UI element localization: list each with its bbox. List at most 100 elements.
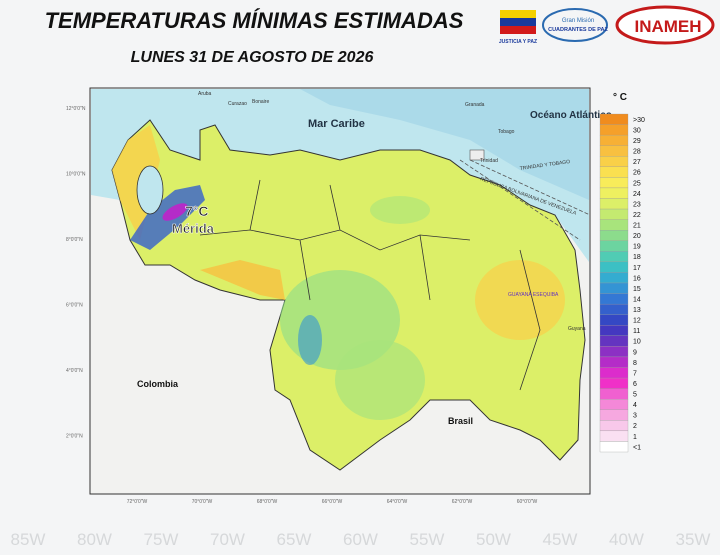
- legend-swatch: [599, 303, 629, 315]
- legend-label: 14: [633, 296, 641, 303]
- legend-swatch: [599, 356, 629, 368]
- legend-swatch: [599, 208, 629, 220]
- legend-swatch: [599, 219, 629, 231]
- lat-label: 8°0'0"N: [66, 237, 83, 243]
- legend-label: 29: [633, 138, 641, 145]
- background-lon-label: 45W: [543, 530, 578, 549]
- legend-label: <1: [633, 444, 641, 451]
- legend-label: 2: [633, 423, 637, 430]
- legend-swatch: [599, 145, 629, 157]
- ocean-label: Océano Atlántico: [530, 110, 612, 121]
- legend-swatch: [599, 198, 629, 210]
- legend-swatch: [599, 230, 629, 241]
- legend-swatch: [599, 124, 629, 136]
- legend-label: 12: [633, 318, 641, 325]
- lon-label: 62°0'0"W: [452, 499, 473, 505]
- deep-sea: [300, 89, 589, 200]
- legend-swatch: [599, 251, 629, 263]
- background-lon-label: 65W: [277, 530, 312, 549]
- legend-label: 10: [633, 339, 641, 346]
- legend-label: 27: [633, 159, 641, 166]
- legend-label: 24: [633, 191, 641, 198]
- legend-swatch: [599, 388, 629, 400]
- legend-swatch: [599, 367, 629, 379]
- background-lon-label: 35W: [676, 530, 711, 549]
- legend-label: 15: [633, 286, 641, 293]
- background-lon-label: 40W: [609, 530, 644, 549]
- legend-label: 17: [633, 265, 641, 272]
- legend-label: 11: [633, 328, 640, 335]
- lake-maracaibo: [136, 165, 164, 215]
- logo-text: Gran Misión: [562, 18, 594, 24]
- legend-label: 9: [633, 349, 637, 356]
- legend-label: 20: [633, 233, 641, 240]
- background-lon-label: 70W: [210, 530, 245, 549]
- legend-swatch: [599, 187, 629, 199]
- legend-label: 13: [633, 307, 641, 314]
- flag-stripe: [500, 18, 536, 26]
- place-label: Bonaire: [252, 99, 269, 105]
- legend-swatch: [599, 314, 629, 326]
- place-label: Trinidad: [480, 158, 498, 164]
- temp-zone: [298, 315, 322, 365]
- logo-ring: [615, 5, 715, 45]
- legend-label: 30: [633, 127, 641, 134]
- temp-zone: [200, 260, 285, 300]
- legend-swatch: [599, 261, 629, 273]
- state-borders: [199, 179, 541, 391]
- legend: >303029282726252423222120191817161514131…: [599, 113, 645, 453]
- background-lon-label: 75W: [144, 530, 179, 549]
- logo-text: JUSTICIA Y PAZ: [499, 39, 537, 45]
- background-longitudes: 85W 80W 75W 70W 65W 60W 55W 50W 45W 40W 35W: [11, 530, 711, 549]
- maritime-borders: [459, 159, 591, 241]
- legend-label: 5: [633, 392, 637, 399]
- place-label: Curazao: [228, 101, 247, 107]
- legend-swatch: [599, 113, 629, 125]
- flag-stripe: [500, 10, 536, 18]
- place-label: Aruba: [198, 91, 212, 97]
- graticule-labels: 12°0'0"N 10°0'0"N 8°0'0"N 6°0'0"N 4°0'0"N 2°0…: [66, 106, 538, 505]
- lon-label: 60°0'0"W: [517, 499, 538, 505]
- legend-swatch: [599, 134, 629, 146]
- legend-swatch: [599, 177, 629, 189]
- title: TEMPERATURAS MÍNIMAS ESTIMADAS: [45, 8, 464, 33]
- legend-label: 25: [633, 180, 641, 187]
- place-label: Guyana: [568, 326, 586, 332]
- lon-label: 72°0'0"W: [127, 499, 148, 505]
- legend-swatch: [599, 441, 629, 453]
- logo-text: INAMEH: [634, 17, 701, 36]
- legend-swatch: [599, 409, 629, 421]
- background-lon-label: 55W: [410, 530, 445, 549]
- logo-ring: [542, 8, 608, 42]
- legend-swatch: [599, 282, 629, 294]
- legend-label: 7: [633, 370, 637, 377]
- legend-swatch: [599, 325, 629, 336]
- legend-label: 26: [633, 170, 641, 177]
- lon-label: 70°0'0"W: [192, 499, 213, 505]
- legend-label: 3: [633, 413, 637, 420]
- legend-label: 23: [633, 201, 641, 208]
- legend-label: 1: [633, 434, 637, 441]
- logo-text: CUADRANTES DE PAZ: [548, 27, 608, 33]
- background-lon-label: 60W: [343, 530, 378, 549]
- temp-zone: [112, 125, 160, 240]
- legend-label: 16: [633, 275, 641, 282]
- legend-swatch: [599, 346, 629, 358]
- legend-label: >30: [633, 117, 645, 124]
- legend-label: 6: [633, 381, 637, 388]
- background-lon-label: 80W: [77, 530, 112, 549]
- city-label: Mérida: [172, 221, 215, 236]
- lat-label: 6°0'0"N: [66, 303, 83, 309]
- subtitle: LUNES 31 DE AGOSTO DE 2026: [131, 49, 374, 66]
- legend-swatch: [599, 335, 629, 347]
- lat-label: 4°0'0"N: [66, 368, 83, 374]
- legend-swatch: [599, 240, 629, 252]
- legend-swatch: [599, 156, 629, 167]
- place-label: Granada: [465, 102, 485, 108]
- legend-swatch: [599, 377, 629, 389]
- legend-swatch: [599, 293, 629, 305]
- trinidad-island: [469, 149, 485, 161]
- legend-label: 8: [633, 360, 637, 367]
- background-lon-label: 50W: [476, 530, 511, 549]
